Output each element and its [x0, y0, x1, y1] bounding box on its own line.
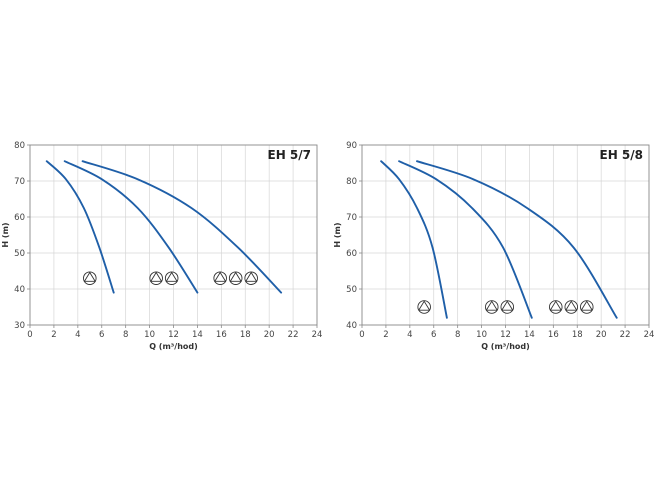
pump-icon-triangle: [549, 300, 562, 311]
y-tick-label: 80: [14, 141, 25, 151]
x-axis-label: Q (m³/hod): [481, 342, 530, 351]
pump-icon-circle: [213, 271, 227, 285]
pump-icon: [564, 300, 579, 314]
x-tick-label: 2: [383, 330, 388, 340]
x-tick-label: 18: [240, 330, 251, 340]
pump-icon: [83, 271, 97, 285]
pump-icon-triangle: [580, 300, 593, 311]
pump-curve-3-pump: [416, 160, 618, 319]
pump-icon: [549, 300, 563, 314]
y-tick-label: 80: [346, 177, 357, 187]
chart-title: EH 5/8: [600, 148, 644, 162]
x-tick-label: 12: [500, 330, 511, 340]
pump-curve-1-pump: [45, 160, 115, 294]
x-tick-label: 16: [548, 330, 559, 340]
pump-icon-triangle: [245, 272, 258, 282]
y-tick-label: 60: [14, 213, 25, 223]
pump-symbol-group-2: [149, 271, 179, 285]
pump-symbol-group-1: [83, 271, 97, 285]
pump-icon-circle: [500, 300, 515, 314]
pump-icon-triangle: [501, 300, 514, 311]
grid: [30, 145, 317, 325]
pump-icon-triangle: [165, 272, 178, 282]
pump-icon: [213, 271, 227, 285]
pump-curve-2-pump: [63, 160, 199, 294]
x-tick-label: 0: [27, 330, 32, 340]
x-tick-label: 10: [144, 330, 155, 340]
pump-icon-triangle: [485, 300, 498, 311]
pump-symbol-group-3: [213, 271, 258, 285]
x-tick-label: 14: [524, 330, 535, 340]
pump-icon: [417, 300, 431, 314]
x-tick-label: 8: [455, 330, 460, 340]
pump-icon: [149, 271, 163, 285]
x-tick-label: 18: [572, 330, 583, 340]
pump-icon: [500, 300, 515, 314]
pump-icon-circle: [549, 300, 563, 314]
pump-icon-triangle: [229, 272, 242, 282]
pump-icon-circle: [164, 271, 179, 285]
pump-icon-circle: [149, 271, 163, 285]
x-tick-label: 10: [476, 330, 487, 340]
pump-icon-triangle: [565, 300, 578, 311]
x-tick-label: 22: [288, 330, 299, 340]
x-tick-label: 16: [216, 330, 227, 340]
pump-icon: [485, 300, 499, 314]
x-tick-label: 0: [359, 330, 364, 340]
x-tick-label: 14: [192, 330, 203, 340]
x-tick-label: 6: [99, 330, 104, 340]
x-axis-label: Q (m³/hod): [149, 342, 198, 351]
x-tick-label: 4: [75, 330, 80, 340]
pump-icon-circle: [564, 300, 579, 314]
y-tick-label: 40: [14, 285, 25, 295]
y-axis-label: H (m): [333, 222, 342, 247]
x-tick-label: 6: [431, 330, 436, 340]
y-tick-label: 70: [346, 213, 357, 223]
x-tick-label: 24: [644, 330, 655, 340]
x-tick-label: 8: [123, 330, 128, 340]
x-tick-label: 4: [407, 330, 412, 340]
pump-icon-circle: [83, 271, 97, 285]
y-tick-label: 90: [346, 141, 357, 151]
pump-symbol-group-2: [485, 300, 515, 314]
x-tick-label: 20: [596, 330, 607, 340]
y-tick-label: 50: [346, 285, 357, 295]
y-tick-label: 30: [14, 321, 25, 331]
y-axis-label: H (m): [1, 222, 10, 247]
pump-icon-triangle: [150, 272, 163, 282]
pump-curve-3-pump: [81, 160, 283, 294]
y-tick-label: 60: [346, 249, 357, 259]
x-tick-label: 12: [168, 330, 179, 340]
pump-icon-triangle: [214, 272, 227, 282]
pump-icon: [244, 271, 258, 285]
pump-icon: [164, 271, 179, 285]
pump-icon: [580, 300, 594, 314]
pump-icon-circle: [580, 300, 594, 314]
x-tick-label: 2: [51, 330, 56, 340]
y-tick-label: 40: [346, 321, 357, 331]
y-tick-label: 70: [14, 177, 25, 187]
pump-icon-triangle: [418, 300, 431, 311]
y-tick-label: 50: [14, 249, 25, 259]
pump-icon-triangle: [83, 272, 96, 282]
pump-curve-2-pump: [398, 160, 533, 319]
pump-icon: [228, 271, 243, 285]
pump-icon-circle: [228, 271, 243, 285]
pump-symbol-group-1: [417, 300, 431, 314]
pump-icon-circle: [417, 300, 431, 314]
x-tick-label: 22: [620, 330, 631, 340]
x-tick-label: 20: [264, 330, 275, 340]
chart-title: EH 5/7: [268, 148, 312, 162]
x-tick-label: 24: [312, 330, 323, 340]
pump-curve-1-pump: [380, 160, 448, 319]
pump-icon-circle: [485, 300, 499, 314]
pump-symbol-group-3: [549, 300, 594, 314]
pump-icon-circle: [244, 271, 258, 285]
